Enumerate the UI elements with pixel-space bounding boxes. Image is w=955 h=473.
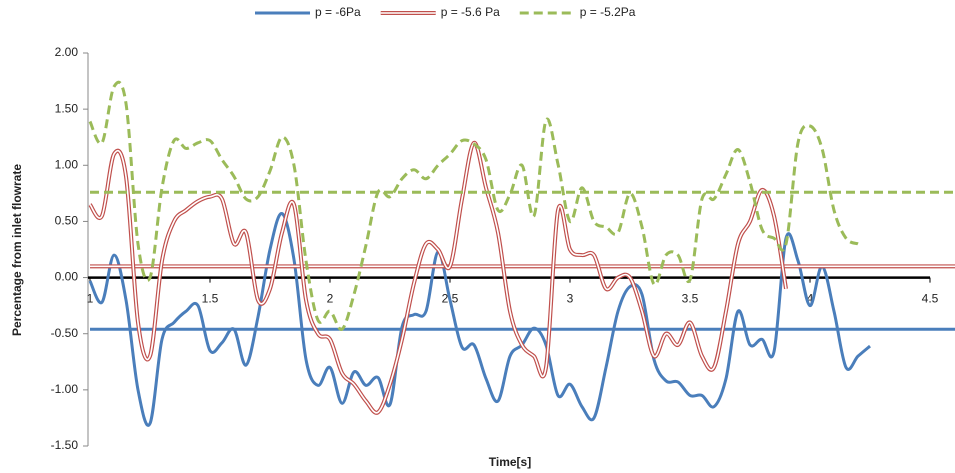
x-tick-label: 3.5 (682, 292, 699, 306)
x-axis-title: Time[s] (489, 455, 531, 469)
y-tick-label: -0.50 (51, 326, 79, 340)
y-tick-label: 0.00 (55, 270, 79, 284)
x-tick-label: 4.5 (922, 292, 939, 306)
y-tick-label: -1.00 (51, 382, 79, 396)
y-axis-title: Percentage from inlet flowrate (10, 164, 24, 336)
x-tick-label: 3 (567, 292, 574, 306)
legend-label: p = -5.2Pa (580, 5, 636, 19)
y-tick-label: -1.50 (51, 438, 79, 452)
x-tick-label: 1 (87, 292, 94, 306)
x-tick-label: 1.5 (202, 292, 219, 306)
x-tick-label: 4 (807, 292, 814, 306)
y-tick-label: 1.00 (55, 157, 79, 171)
y-tick-label: 2.00 (55, 45, 79, 59)
y-tick-label: 0.50 (55, 214, 79, 228)
x-tick-label: 2 (327, 292, 334, 306)
series-line (88, 80, 859, 331)
series-line (88, 212, 871, 427)
legend-label: p = -5.6 Pa (441, 5, 500, 19)
legend-label: p = -6Pa (315, 5, 361, 19)
series-line-inner (89, 142, 787, 414)
y-tick-label: 1.50 (55, 101, 79, 115)
